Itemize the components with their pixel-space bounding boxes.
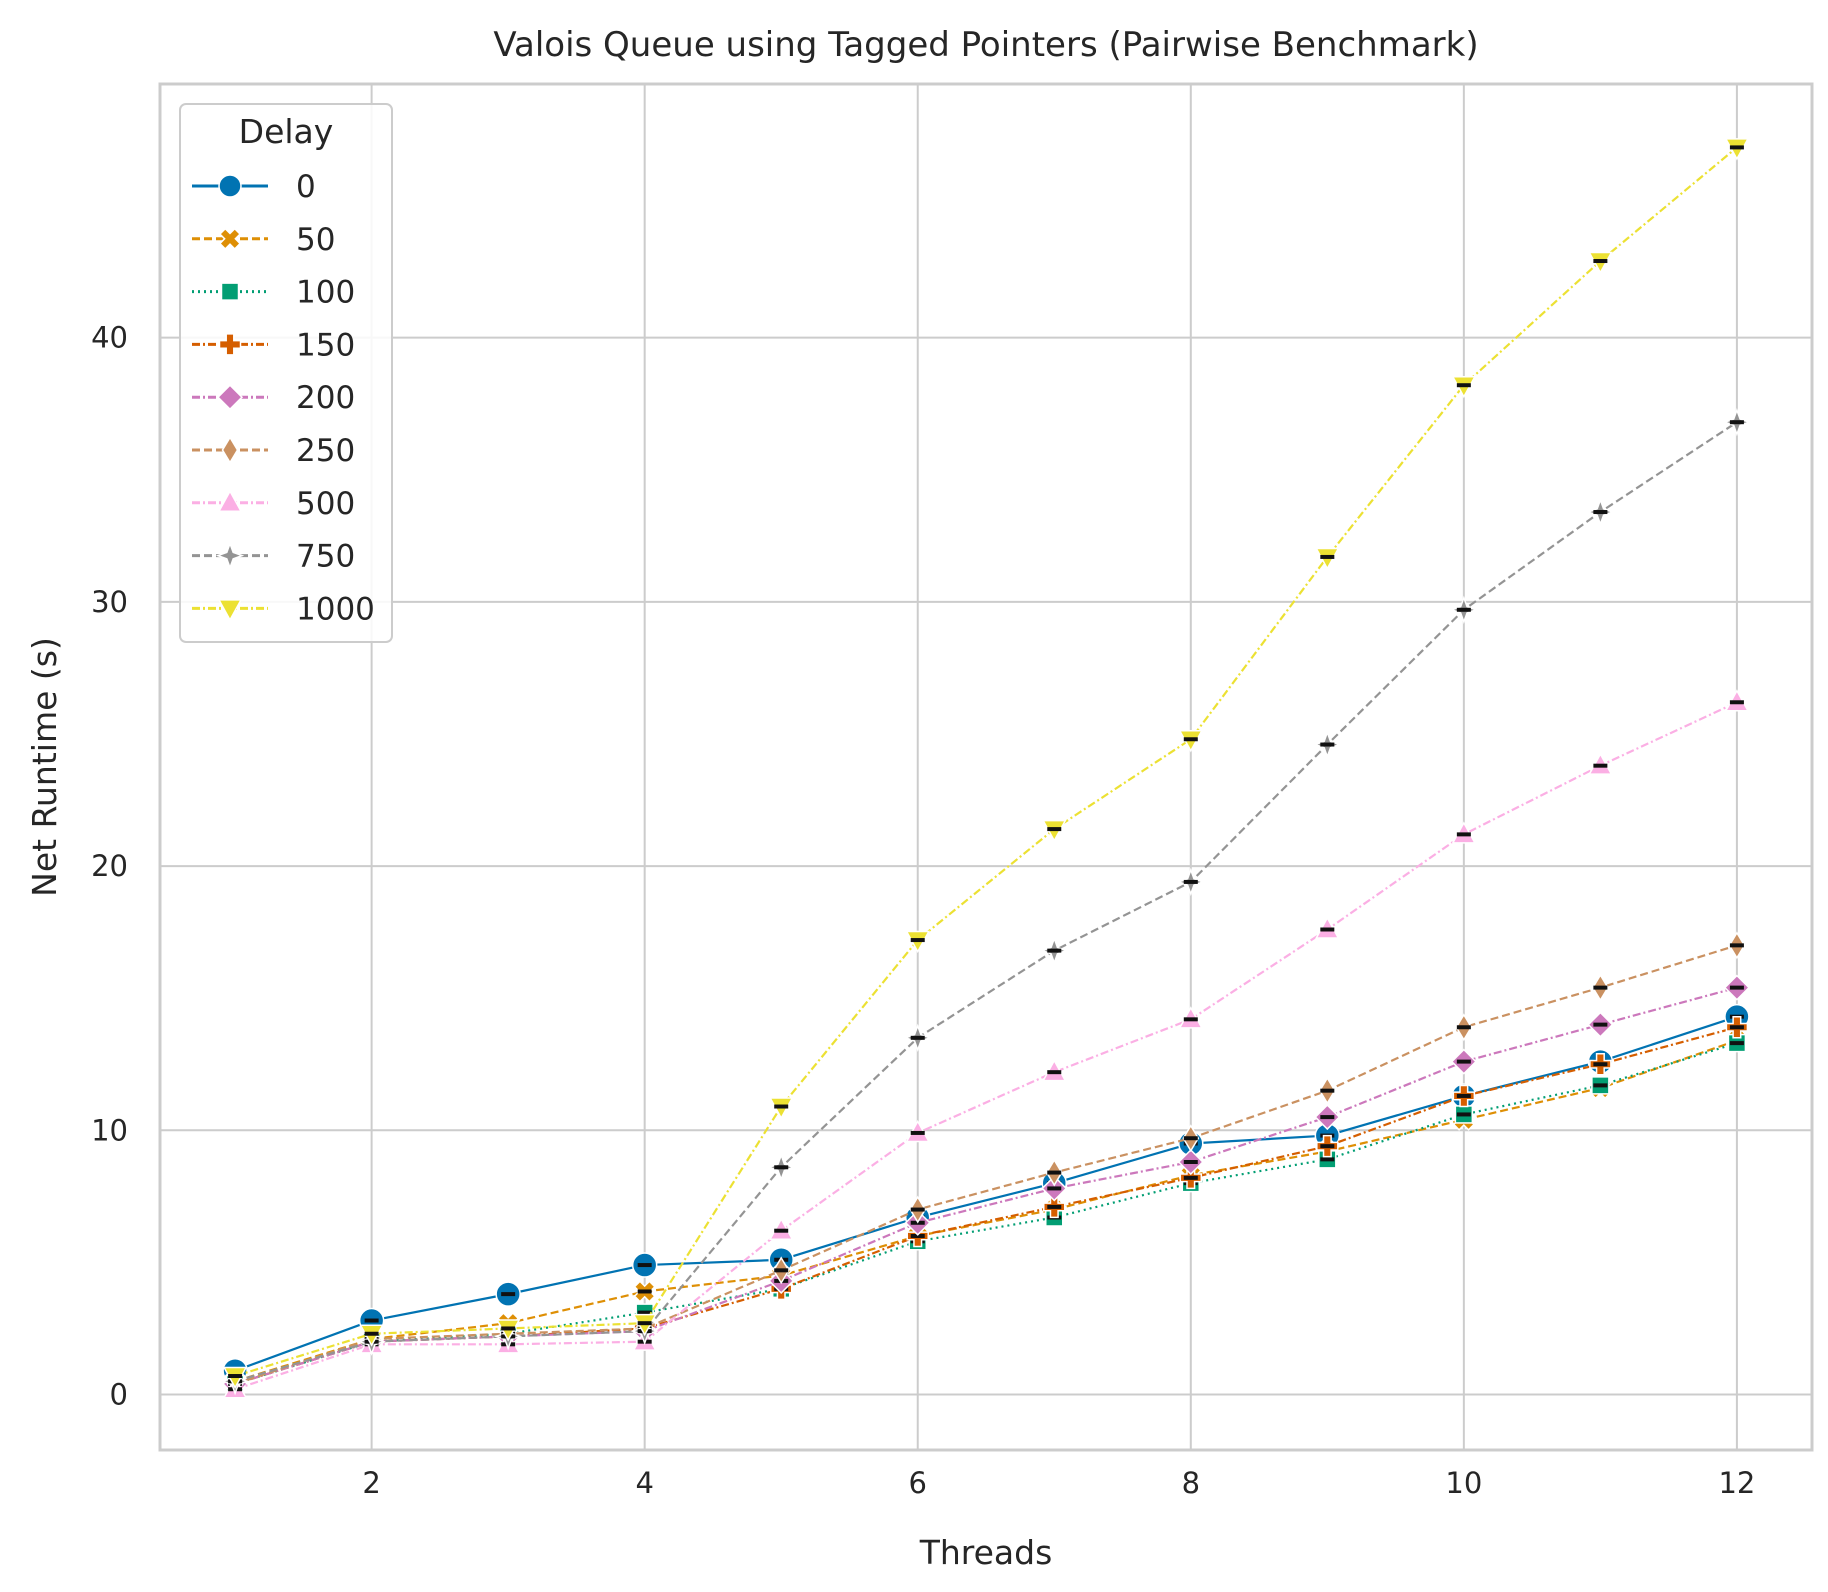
legend-items: 0 50 100 150 200 250 500 750 1000 — [192, 169, 375, 627]
y-tick-label: 20 — [91, 849, 128, 883]
legend-marker — [218, 227, 242, 250]
legend-marker — [218, 174, 242, 198]
ticks: 2 4 6 8 10 12 0 10 20 30 40 — [91, 321, 1755, 1500]
legend-title: Delay — [239, 112, 334, 151]
legend-marker — [217, 489, 243, 513]
series-line — [234, 421, 1738, 1383]
chart-title: Valois Queue using Tagged Pointers (Pair… — [493, 25, 1478, 65]
legend-item-0: 0 — [192, 169, 316, 205]
legend-item-150: 150 — [192, 327, 355, 363]
legend-item-100: 100 — [192, 275, 355, 311]
series-line — [234, 1015, 1738, 1372]
x-tick-label: 8 — [1182, 1466, 1200, 1500]
x-tick-label: 10 — [1445, 1466, 1482, 1500]
series-line — [234, 146, 1738, 1378]
series-layer — [220, 138, 1752, 1399]
legend-label: 150 — [296, 327, 355, 363]
x-axis-label: Threads — [919, 1533, 1053, 1572]
legend-item-200: 200 — [192, 380, 355, 416]
y-tick-label: 10 — [91, 1113, 128, 1147]
legend-marker — [217, 599, 243, 622]
legend-label: 500 — [296, 486, 355, 522]
series-line — [234, 701, 1738, 1391]
legend-label: 750 — [296, 539, 355, 575]
series-line — [234, 1039, 1738, 1383]
legend-marker — [221, 436, 239, 464]
legend: Delay 0 50 100 150 200 250 500 750 1000 — [179, 103, 393, 643]
y-tick-label: 30 — [91, 585, 128, 619]
y-axis-label: Net Runtime (s) — [25, 637, 64, 897]
series-line — [234, 944, 1738, 1385]
legend-label: 50 — [296, 222, 335, 258]
legend-item-750: 750 — [192, 539, 355, 575]
legend-marker — [218, 333, 242, 356]
legend-item-500: 500 — [192, 486, 355, 522]
plot-frame — [158, 82, 1814, 1452]
series-line — [234, 1042, 1738, 1385]
legend-item-1000: 1000 — [192, 591, 375, 627]
legend-marker — [220, 282, 240, 301]
legend-marker — [215, 541, 245, 570]
x-tick-label: 6 — [909, 1466, 927, 1500]
series-1000 — [222, 138, 1750, 1390]
legend-label: 200 — [296, 380, 355, 416]
x-tick-label: 2 — [362, 1466, 380, 1500]
legend-label: 0 — [296, 169, 316, 205]
legend-label: 250 — [296, 433, 355, 469]
y-tick-label: 0 — [110, 1378, 128, 1412]
x-tick-label: 4 — [635, 1466, 653, 1500]
grid — [160, 84, 1812, 1450]
legend-label: 1000 — [296, 591, 375, 627]
x-tick-label: 12 — [1718, 1466, 1755, 1500]
legend-item-50: 50 — [192, 222, 335, 258]
legend-item-250: 250 — [192, 433, 355, 469]
legend-label: 100 — [296, 275, 355, 311]
y-tick-label: 40 — [91, 321, 128, 355]
legend-marker — [216, 384, 244, 411]
